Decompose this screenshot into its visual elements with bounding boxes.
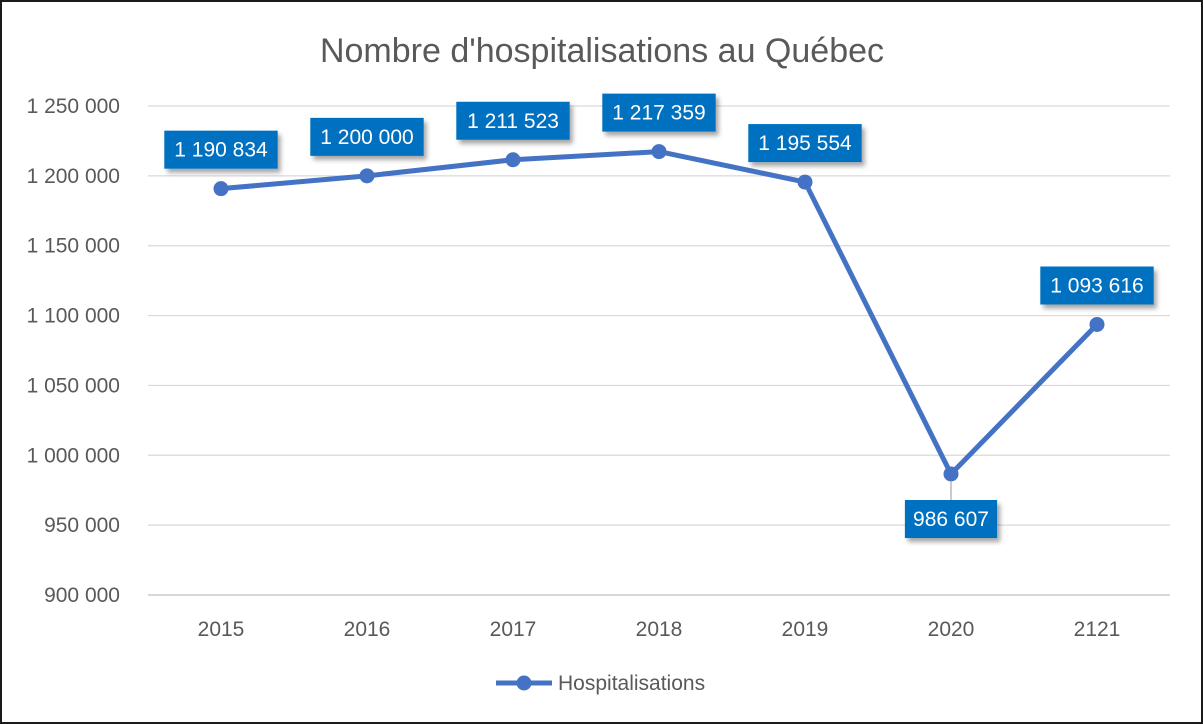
series-hospitalisations (213, 144, 1105, 482)
data-point (651, 144, 667, 160)
data-label-text: 1 093 616 (1050, 274, 1143, 297)
y-tick-label: 900 000 (44, 584, 120, 607)
data-point (797, 174, 813, 190)
data-label-text: 1 190 834 (174, 139, 268, 162)
x-tick-label: 2019 (782, 618, 829, 641)
data-labels: 1 190 834 1 200 000 1 211 523 1 217 359 1 19… (164, 93, 1154, 538)
y-tick-label: 1 000 000 (27, 444, 120, 467)
data-label-box (164, 130, 278, 169)
data-label-box (310, 117, 424, 156)
x-tick-label: 2121 (1074, 618, 1121, 641)
data-label-text: 1 217 359 (612, 102, 705, 125)
data-point (943, 466, 959, 482)
y-axis-ticks: 900 000 950 000 1 000 000 1 050 000 1 100 00… (27, 95, 120, 607)
data-label-box (602, 93, 716, 132)
data-label: 1 195 554 (748, 124, 862, 163)
data-point (359, 168, 375, 184)
data-point (213, 181, 229, 197)
data-label: 1 217 359 (602, 93, 716, 132)
data-point (1089, 316, 1105, 332)
x-axis-ticks: 2015 2016 2017 2018 2019 2020 2121 (198, 618, 1121, 641)
legend: Hospitalisations (496, 672, 705, 695)
data-label: 1 200 000 (310, 117, 424, 156)
legend-label: Hospitalisations (558, 672, 705, 695)
data-label-box (1040, 266, 1154, 305)
data-label: 1 093 616 (1040, 266, 1154, 305)
y-tick-label: 1 100 000 (27, 305, 120, 328)
data-label-text: 986 607 (913, 508, 989, 531)
x-tick-label: 2015 (198, 618, 245, 641)
data-label: 1 190 834 (164, 130, 278, 169)
y-tick-label: 1 050 000 (27, 374, 120, 397)
data-label: 986 607 (904, 499, 998, 538)
data-point (505, 152, 521, 168)
series-line (218, 149, 1100, 477)
y-tick-label: 950 000 (44, 514, 120, 537)
chart-title: Nombre d'hospitalisations au Québec (320, 32, 884, 70)
data-label-box (904, 499, 998, 538)
x-tick-label: 2018 (636, 618, 683, 641)
y-tick-label: 1 200 000 (27, 165, 120, 188)
data-label-text: 1 200 000 (320, 126, 413, 149)
x-tick-label: 2020 (928, 618, 975, 641)
data-label-box (748, 124, 862, 163)
data-label-text: 1 211 523 (467, 110, 559, 133)
y-tick-label: 1 150 000 (27, 235, 120, 258)
data-label-box (456, 101, 570, 140)
x-tick-label: 2016 (344, 618, 391, 641)
data-label-text: 1 195 554 (758, 132, 852, 155)
gridlines (148, 105, 1170, 596)
data-label: 1 211 523 (456, 101, 570, 140)
y-tick-label: 1 250 000 (27, 95, 120, 118)
x-tick-label: 2017 (490, 618, 537, 641)
legend-marker-swatch (516, 675, 532, 691)
